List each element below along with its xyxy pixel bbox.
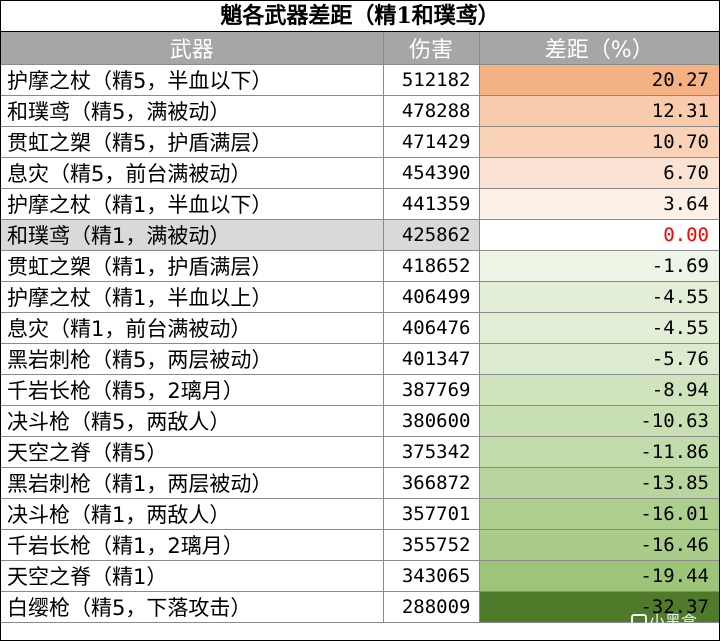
sheet-title: 魈各武器差距（精1和璞鸢）	[1, 1, 719, 32]
header-damage[interactable]: 伤害	[382, 32, 480, 65]
table-row: 和璞鸢（精5，满被动） 478288 12.31	[1, 95, 719, 127]
table-row: 护摩之杖（精1，半血以下） 441359 3.64	[1, 188, 719, 220]
diff-cell[interactable]: 3.64	[478, 188, 719, 220]
diff-cell[interactable]: 20.27	[478, 64, 719, 96]
diff-cell[interactable]: -4.55	[478, 281, 719, 313]
diff-cell[interactable]: 12.31	[478, 95, 719, 127]
table-row: 天空之脊（精1） 343065 -19.44	[1, 560, 719, 592]
table-row: 和璞鸢（精1，满被动） 425862 0.00	[1, 219, 719, 251]
table-row: 天空之脊（精5） 375342 -11.86	[1, 436, 719, 468]
weapon-cell[interactable]: 和璞鸢（精5，满被动）	[1, 95, 384, 127]
weapon-cell[interactable]: 息灾（精1，前台满被动）	[1, 312, 384, 344]
weapon-cell[interactable]: 贯虹之槊（精5，护盾满层）	[1, 126, 384, 158]
table-row: 决斗枪（精5，两敌人） 380600 -10.63	[1, 405, 719, 437]
damage-cell[interactable]: 375342	[382, 436, 480, 468]
weapon-cell[interactable]: 天空之脊（精1）	[1, 560, 384, 592]
damage-cell[interactable]: 387769	[382, 374, 480, 406]
weapon-cell[interactable]: 千岩长枪（精1，2璃月）	[1, 529, 384, 561]
damage-cell[interactable]: 357701	[382, 498, 480, 530]
weapon-cell[interactable]: 决斗枪（精5，两敌人）	[1, 405, 384, 437]
table-row: 黑岩刺枪（精5，两层被动） 401347 -5.76	[1, 343, 719, 375]
weapon-cell[interactable]: 和璞鸢（精1，满被动）	[1, 219, 384, 251]
diff-cell[interactable]: -19.44	[478, 560, 719, 592]
damage-cell[interactable]: 418652	[382, 250, 480, 282]
damage-cell[interactable]: 441359	[382, 188, 480, 220]
damage-cell[interactable]: 380600	[382, 405, 480, 437]
weapon-cell[interactable]: 护摩之杖（精1，半血以上）	[1, 281, 384, 313]
table-row: 贯虹之槊（精1，护盾满层） 418652 -1.69	[1, 250, 719, 282]
damage-cell[interactable]: 471429	[382, 126, 480, 158]
damage-cell[interactable]: 343065	[382, 560, 480, 592]
diff-cell[interactable]: 0.00	[478, 219, 719, 251]
weapon-cell[interactable]: 息灾（精5，前台满被动）	[1, 157, 384, 189]
weapon-cell[interactable]: 贯虹之槊（精1，护盾满层）	[1, 250, 384, 282]
damage-cell[interactable]: 406476	[382, 312, 480, 344]
diff-cell[interactable]: -32.37	[478, 591, 719, 623]
watermark: 小黑盒	[630, 608, 697, 632]
table-row: 护摩之杖（精5，半血以下） 512182 20.27	[1, 64, 719, 96]
damage-cell[interactable]: 288009	[382, 591, 480, 623]
diff-cell[interactable]: -5.76	[478, 343, 719, 375]
header-row: 武器 伤害 差距（%）	[1, 32, 719, 65]
diff-cell[interactable]: -8.94	[478, 374, 719, 406]
heybox-logo-icon	[630, 614, 647, 630]
table-row: 护摩之杖（精1，半血以上） 406499 -4.55	[1, 281, 719, 313]
watermark-text: 小黑盒	[648, 612, 697, 631]
diff-cell[interactable]: -13.85	[478, 467, 719, 499]
table-row: 黑岩刺枪（精1，两层被动） 366872 -13.85	[1, 467, 719, 499]
diff-cell[interactable]: -16.46	[478, 529, 719, 561]
damage-cell[interactable]: 401347	[382, 343, 480, 375]
diff-cell[interactable]: -10.63	[478, 405, 719, 437]
damage-cell[interactable]: 454390	[382, 157, 480, 189]
table-row: 白缨枪（精5，下落攻击） 288009 -32.37	[1, 591, 719, 623]
weapon-table: 武器 伤害 差距（%） 护摩之杖（精5，半血以下） 512182 20.27 和璞鸢（…	[1, 32, 719, 623]
weapon-cell[interactable]: 千岩长枪（精5，2璃月）	[1, 374, 384, 406]
table-body: 护摩之杖（精5，半血以下） 512182 20.27 和璞鸢（精5，满被动） 47828…	[1, 64, 719, 623]
table-row: 息灾（精5，前台满被动） 454390 6.70	[1, 157, 719, 189]
diff-cell[interactable]: 10.70	[478, 126, 719, 158]
table-row: 息灾（精1，前台满被动） 406476 -4.55	[1, 312, 719, 344]
diff-cell[interactable]: -4.55	[478, 312, 719, 344]
table-row: 决斗枪（精1，两敌人） 357701 -16.01	[1, 498, 719, 530]
weapon-cell[interactable]: 白缨枪（精5，下落攻击）	[1, 591, 384, 623]
header-weapon[interactable]: 武器	[1, 32, 384, 65]
weapon-cell[interactable]: 决斗枪（精1，两敌人）	[1, 498, 384, 530]
damage-cell[interactable]: 478288	[382, 95, 480, 127]
header-diff[interactable]: 差距（%）	[478, 32, 719, 65]
weapon-cell[interactable]: 黑岩刺枪（精5，两层被动）	[1, 343, 384, 375]
weapon-cell[interactable]: 护摩之杖（精5，半血以下）	[1, 64, 384, 96]
damage-cell[interactable]: 366872	[382, 467, 480, 499]
weapon-cell[interactable]: 天空之脊（精5）	[1, 436, 384, 468]
damage-cell[interactable]: 425862	[382, 219, 480, 251]
damage-cell[interactable]: 355752	[382, 529, 480, 561]
damage-cell[interactable]: 512182	[382, 64, 480, 96]
diff-cell[interactable]: -1.69	[478, 250, 719, 282]
weapon-cell[interactable]: 黑岩刺枪（精1，两层被动）	[1, 467, 384, 499]
weapon-cell[interactable]: 护摩之杖（精1，半血以下）	[1, 188, 384, 220]
table-row: 千岩长枪（精1，2璃月） 355752 -16.46	[1, 529, 719, 561]
table-row: 千岩长枪（精5，2璃月） 387769 -8.94	[1, 374, 719, 406]
table-row: 贯虹之槊（精5，护盾满层） 471429 10.70	[1, 126, 719, 158]
diff-cell[interactable]: -16.01	[478, 498, 719, 530]
diff-cell[interactable]: -11.86	[478, 436, 719, 468]
diff-cell[interactable]: 6.70	[478, 157, 719, 189]
damage-cell[interactable]: 406499	[382, 281, 480, 313]
